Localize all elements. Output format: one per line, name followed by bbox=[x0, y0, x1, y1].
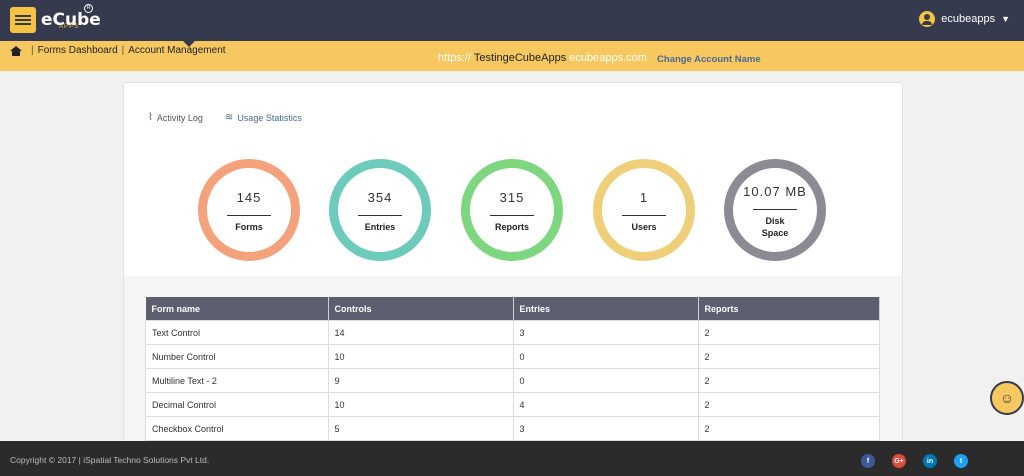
active-caret-icon bbox=[183, 41, 195, 47]
social-links: f G+ in t bbox=[844, 454, 968, 468]
cell-entries: 0 bbox=[512, 344, 699, 369]
cell-reports: 2 bbox=[697, 344, 880, 369]
stat-disk-space: 10.07 MB Disk Space bbox=[724, 159, 826, 261]
logo-mark-icon bbox=[10, 7, 36, 33]
breadcrumb-separator: | bbox=[31, 45, 34, 56]
stat-label: Forms bbox=[235, 221, 263, 232]
stat-divider bbox=[622, 214, 666, 216]
table-row: Decimal Control 10 4 2 bbox=[145, 392, 880, 417]
cell-controls: 5 bbox=[327, 416, 514, 441]
table-row: Text Control 14 3 2 bbox=[145, 320, 880, 345]
stat-divider bbox=[753, 208, 797, 210]
linkedin-icon[interactable]: in bbox=[923, 454, 937, 468]
user-avatar-icon bbox=[919, 11, 936, 27]
table-row: Multiline Text - 2 9 0 2 bbox=[145, 368, 880, 393]
registered-mark: R bbox=[84, 4, 93, 13]
stat-label: Reports bbox=[494, 221, 529, 232]
cell-form-name: Checkbox Control bbox=[145, 416, 329, 441]
support-chat-button[interactable]: ☺ bbox=[990, 381, 1024, 415]
breadcrumb-forms-dashboard[interactable]: Forms Dashboard bbox=[37, 45, 118, 56]
stat-divider bbox=[490, 214, 534, 216]
copyright-text: Copyright © 2017 | iSpatial Techno Solut… bbox=[10, 455, 210, 465]
breadcrumb-separator: | bbox=[121, 45, 125, 56]
facebook-icon[interactable]: f bbox=[861, 454, 875, 468]
stat-divider bbox=[227, 214, 271, 216]
home-icon[interactable] bbox=[10, 45, 22, 56]
stats-icon: ≋ bbox=[224, 112, 234, 123]
stat-value: 315 bbox=[499, 189, 525, 205]
cell-entries: 4 bbox=[512, 392, 699, 417]
footer: Copyright © 2017 | iSpatial Techno Solut… bbox=[0, 441, 1024, 476]
stat-value: 10.07 MB bbox=[743, 183, 807, 199]
breadcrumb-bar: | Forms Dashboard | Account Management bbox=[0, 41, 1024, 71]
tab-label: Usage Statistics bbox=[237, 112, 302, 123]
table-row: Number Control 10 0 2 bbox=[145, 344, 880, 369]
brand-sub: APPS bbox=[59, 24, 80, 30]
table-row: Checkbox Control 5 3 2 bbox=[145, 416, 880, 441]
activity-icon: ⌇ bbox=[148, 112, 153, 123]
cell-controls: 14 bbox=[327, 320, 514, 345]
stat-forms: 145 Forms bbox=[198, 159, 300, 261]
account-tabs: ⌇ Activity Log ≋ Usage Statistics bbox=[148, 112, 324, 123]
header-form-name[interactable]: Form name bbox=[145, 297, 329, 321]
url-account-name: TestingeCubeApps bbox=[473, 52, 567, 64]
chevron-down-icon: ▼ bbox=[1001, 14, 1010, 24]
stat-value: 1 bbox=[639, 189, 649, 205]
account-card: ⌇ Activity Log ≋ Usage Statistics 145 Fo… bbox=[123, 82, 903, 442]
google-plus-icon[interactable]: G+ bbox=[892, 454, 906, 468]
cell-entries: 3 bbox=[512, 320, 699, 345]
user-menu[interactable]: ecubeapps ▼ bbox=[919, 11, 1010, 27]
stat-reports: 315 Reports bbox=[461, 159, 563, 261]
cell-form-name: Decimal Control bbox=[145, 392, 329, 417]
cell-reports: 2 bbox=[697, 392, 880, 417]
cell-controls: 10 bbox=[327, 344, 514, 369]
cell-form-name: Text Control bbox=[145, 320, 329, 345]
cell-form-name: Number Control bbox=[145, 344, 329, 369]
brand-name: eCube bbox=[41, 10, 101, 30]
change-account-name-link[interactable]: Change Account Name bbox=[657, 54, 761, 65]
cell-controls: 10 bbox=[327, 392, 514, 417]
breadcrumb: | Forms Dashboard | Account Management bbox=[10, 45, 226, 56]
header-controls[interactable]: Controls bbox=[328, 297, 514, 321]
stat-label: Entries bbox=[364, 221, 396, 232]
header-reports[interactable]: Reports bbox=[698, 297, 880, 321]
stat-divider bbox=[358, 214, 402, 216]
cell-reports: 2 bbox=[697, 320, 880, 345]
cell-reports: 2 bbox=[697, 416, 880, 441]
stat-label: Users bbox=[631, 221, 657, 232]
url-prefix: https:// bbox=[438, 52, 472, 64]
cell-entries: 3 bbox=[512, 416, 699, 441]
stat-value: 145 bbox=[236, 189, 262, 205]
user-name: ecubeapps bbox=[941, 13, 996, 25]
table-header-row: Form name Controls Entries Reports bbox=[145, 297, 880, 321]
forms-usage-table: Form name Controls Entries Reports Text … bbox=[145, 297, 880, 441]
tab-activity-log[interactable]: ⌇ Activity Log bbox=[148, 112, 203, 123]
breadcrumb-account-management[interactable]: Account Management bbox=[128, 45, 226, 56]
url-domain: ecubeapps.com bbox=[569, 52, 647, 64]
tab-label: Activity Log bbox=[156, 112, 203, 123]
tab-usage-statistics[interactable]: ≋ Usage Statistics bbox=[225, 112, 302, 123]
stat-entries: 354 Entries bbox=[329, 159, 431, 261]
stat-users: 1 Users bbox=[593, 159, 695, 261]
cell-entries: 0 bbox=[512, 368, 699, 393]
stat-value: 354 bbox=[367, 189, 393, 205]
account-url: https:// TestingeCubeApps ecubeapps.com bbox=[438, 52, 647, 64]
header-entries[interactable]: Entries bbox=[513, 297, 699, 321]
top-navbar: eCube APPS R ecubeapps ▼ bbox=[0, 0, 1024, 41]
ecube-logo[interactable]: eCube bbox=[10, 4, 101, 36]
usage-stats: 145 Forms 354 Entries 315 Reports 1 User… bbox=[124, 155, 902, 265]
twitter-icon[interactable]: t bbox=[954, 454, 968, 468]
cell-form-name: Multiline Text - 2 bbox=[145, 368, 329, 393]
stat-label: Disk Space bbox=[761, 215, 789, 238]
support-agent-icon: ☺ bbox=[999, 390, 1015, 406]
cell-reports: 2 bbox=[697, 368, 880, 393]
cell-controls: 9 bbox=[327, 368, 514, 393]
